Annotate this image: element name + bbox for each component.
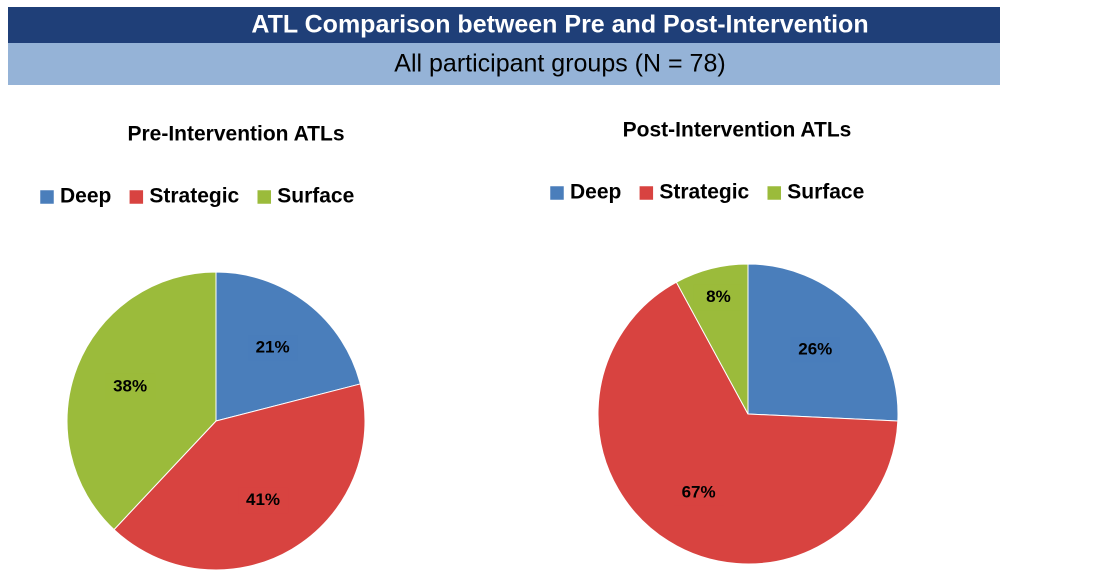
- page-title: ATL Comparison between Pre and Post-Inte…: [251, 11, 868, 39]
- data-label: 21%: [256, 337, 290, 356]
- data-label-bg: [693, 284, 744, 311]
- legend-label: Surface: [277, 185, 354, 208]
- legend-swatch: [639, 185, 654, 201]
- pie-slice: [113, 383, 366, 571]
- legend-label: Strategic: [659, 181, 749, 204]
- legend-swatch: [549, 185, 565, 201]
- page-subtitle: All participant groups (N = 78): [394, 50, 725, 78]
- chart-title: Post-Intervention ATLs: [623, 119, 852, 142]
- title-bar: [8, 7, 1000, 43]
- legend-swatch: [766, 185, 782, 201]
- data-label-bg: [790, 336, 841, 363]
- legend-swatch: [256, 189, 272, 205]
- legend-label: Deep: [570, 181, 621, 204]
- legend-label: Deep: [60, 185, 111, 208]
- pie-slice: [66, 271, 217, 531]
- legend-label: Strategic: [149, 185, 239, 208]
- data-label: 41%: [246, 490, 280, 509]
- legend-swatch: [129, 189, 144, 205]
- subtitle-bar: [8, 43, 1000, 85]
- chart-title: Pre-Intervention ATLs: [127, 123, 344, 146]
- legend-label: Surface: [787, 181, 864, 204]
- data-label: 67%: [682, 482, 716, 501]
- data-label-bg: [105, 373, 156, 400]
- legend-swatch: [39, 189, 55, 205]
- data-label: 38%: [113, 376, 147, 395]
- data-label-bg: [247, 335, 298, 362]
- pie-slice: [597, 281, 899, 565]
- data-label-bg: [673, 479, 724, 506]
- data-label-bg: [238, 487, 289, 514]
- data-label: 8%: [706, 287, 731, 306]
- data-label: 26%: [798, 339, 832, 358]
